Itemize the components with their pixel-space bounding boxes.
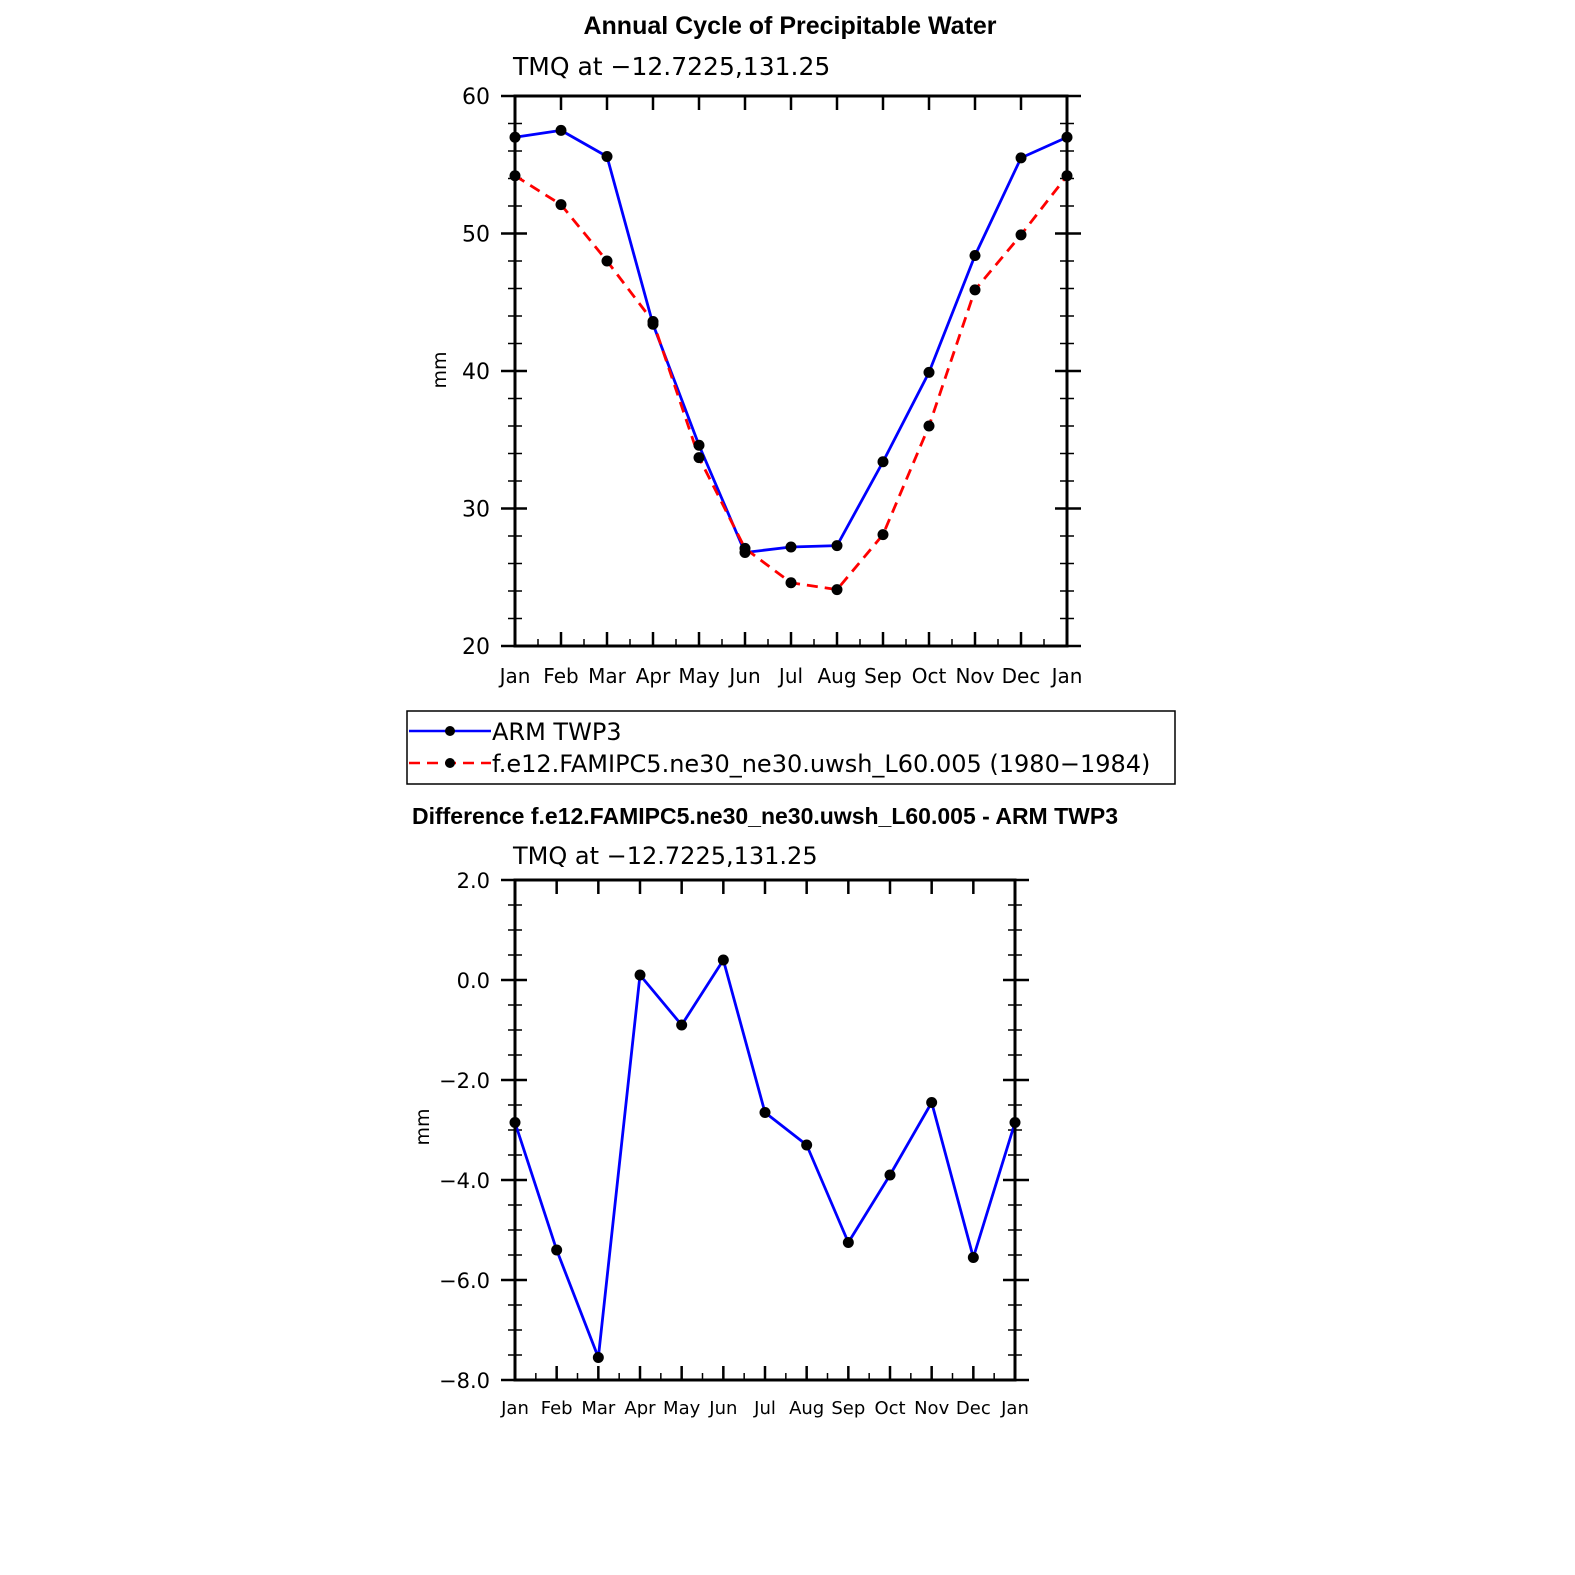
data-point — [551, 1244, 563, 1256]
data-point — [759, 1107, 771, 1118]
x-tick-label: Aug — [789, 1398, 824, 1419]
chart-title: Difference f.e12.FAMIPC5.ne30_ne30.uwsh_… — [412, 803, 1118, 829]
data-point — [884, 1169, 896, 1181]
plot-frame — [513, 94, 1069, 648]
data-point — [831, 540, 843, 552]
data-point — [739, 542, 751, 554]
legend-label-arm: ARM TWP3 — [492, 718, 622, 746]
x-tick-label: Jun — [727, 664, 760, 688]
x-tick-label: Mar — [588, 664, 627, 688]
data-point — [693, 452, 705, 464]
x-tick-label: Apr — [636, 664, 671, 688]
data-point — [555, 124, 567, 136]
x-tick-label: Oct — [912, 664, 947, 688]
annual-cycle-chart: Annual Cycle of Precipitable Water TMQ a… — [429, 12, 1082, 688]
y-axis-label: mm — [429, 351, 451, 388]
y-axis-label: mm — [412, 1108, 434, 1145]
data-point — [801, 1139, 813, 1151]
y-tick-label: −8.0 — [439, 1369, 490, 1393]
data-point — [555, 199, 567, 211]
data-point — [676, 1019, 688, 1031]
data-point — [592, 1352, 604, 1363]
y-tick-label: 30 — [462, 498, 490, 523]
data-point — [634, 969, 646, 981]
legend-box — [406, 710, 1176, 785]
data-point — [842, 1237, 854, 1248]
data-point — [926, 1097, 938, 1108]
difference-chart: Difference f.e12.FAMIPC5.ne30_ne30.uwsh_… — [412, 803, 1118, 1419]
data-point — [693, 439, 705, 451]
x-tick-label: Apr — [624, 1398, 656, 1419]
x-tick-label: Jul — [753, 1398, 776, 1419]
y-tick-label: −6.0 — [439, 1269, 490, 1293]
plot-area: Jan Feb Mar Apr May Jun Jul Aug Sep Oct Nov Dec Jan 2… — [462, 85, 1082, 688]
data-point — [1015, 152, 1027, 164]
x-tick-label: Dec — [1002, 664, 1041, 688]
data-point — [967, 1252, 979, 1263]
legend-entry-arm: ARM TWP3 — [409, 718, 622, 746]
x-tick-label: May — [678, 664, 720, 688]
chart-subtitle: TMQ at −12.7225,131.25 — [512, 842, 818, 870]
x-tick-label: Sep — [864, 664, 902, 688]
y-tick-label: 0.0 — [457, 969, 490, 993]
data-point — [969, 250, 981, 261]
legend-entry-model: f.e12.FAMIPC5.ne30_ne30.uwsh_L60.005 (19… — [409, 750, 1150, 778]
data-point — [923, 366, 935, 378]
data-point — [831, 584, 843, 596]
y-tick-label: 50 — [462, 223, 490, 248]
data-point — [601, 255, 613, 267]
data-point — [717, 954, 729, 966]
y-tick-label: 40 — [462, 360, 490, 385]
x-tick-label: Mar — [581, 1398, 616, 1419]
x-tick-label: Nov — [955, 664, 994, 688]
series-line-0 — [514, 128, 1068, 554]
series-line-0 — [513, 958, 1017, 1359]
x-tick-label: Jun — [708, 1398, 737, 1419]
x-tick-label: Jan — [1050, 664, 1083, 688]
x-tick-label: Aug — [817, 664, 856, 688]
legend: ARM TWP3 f.e12.FAMIPC5.ne30_ne30.uwsh_L6… — [406, 710, 1176, 785]
y-tick-label: 20 — [462, 635, 490, 660]
y-tick-label: −2.0 — [439, 1069, 490, 1093]
data-point — [785, 577, 797, 589]
data-point — [1015, 229, 1027, 241]
x-tick-label: Dec — [956, 1398, 991, 1419]
y-tick-label: −4.0 — [439, 1169, 490, 1193]
y-tick-label: 60 — [462, 85, 490, 110]
chart-title: Annual Cycle of Precipitable Water — [583, 12, 996, 40]
data-point — [923, 420, 935, 432]
x-tick-label: Feb — [541, 1398, 573, 1419]
x-tick-label: Sep — [831, 1398, 865, 1419]
chart-subtitle: TMQ at −12.7225,131.25 — [512, 52, 830, 81]
x-tick-label: Jan — [1000, 1398, 1029, 1419]
x-tick-label: Jan — [500, 1398, 529, 1419]
legend-marker-arm — [445, 726, 455, 736]
data-point — [877, 529, 889, 541]
x-tick-label: Feb — [543, 664, 578, 688]
legend-marker-model — [445, 758, 455, 768]
data-point — [969, 284, 981, 296]
data-point — [601, 151, 613, 162]
x-tick-label: Oct — [874, 1398, 905, 1419]
data-point — [785, 541, 797, 553]
x-tick-label: Jul — [777, 664, 803, 688]
legend-label-model: f.e12.FAMIPC5.ne30_ne30.uwsh_L60.005 (19… — [492, 750, 1150, 778]
plot-frame — [513, 878, 1017, 1382]
x-tick-label: Jan — [498, 664, 531, 688]
data-point — [877, 456, 889, 468]
y-tick-label: 2.0 — [457, 869, 490, 893]
data-point — [647, 316, 659, 327]
plot-area: Jan Feb Mar Apr May Jun Jul Aug Sep Oct Nov Dec Jan−… — [439, 869, 1029, 1419]
x-tick-label: May — [663, 1398, 701, 1419]
x-tick-label: Nov — [914, 1398, 949, 1419]
